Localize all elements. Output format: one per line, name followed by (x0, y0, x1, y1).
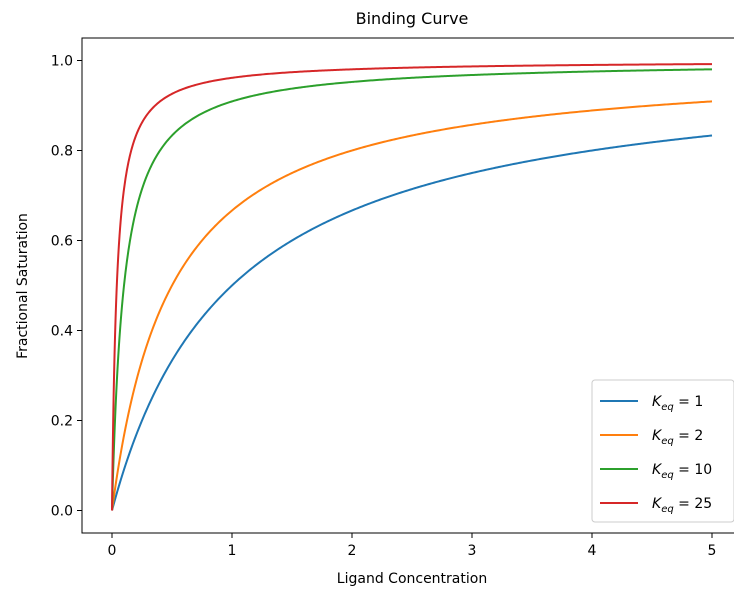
y-tick-label: 0.8 (51, 144, 73, 160)
x-tick-label: 5 (708, 543, 717, 559)
y-tick-label: 0.4 (51, 324, 73, 340)
legend-label-4: Keq = 25 (652, 496, 712, 515)
y-tick-label: 1.0 (51, 54, 73, 70)
legend-label-2: Keq = 2 (652, 428, 703, 447)
x-axis-ticks: 0 1 2 3 4 5 (108, 533, 717, 559)
legend-label-3: Keq = 10 (652, 462, 712, 481)
legend-box (591, 379, 734, 523)
chart-title: Binding Curve (356, 9, 469, 28)
x-axis-label: Ligand Concentration (337, 571, 487, 587)
series-line-4 (111, 63, 713, 511)
y-tick-label: 0.0 (51, 504, 73, 520)
series-line-2 (111, 100, 713, 511)
plot-frame (81, 37, 734, 534)
legend: Keq = 1 Keq = 2 Keq = 10 Keq = 25 (591, 379, 734, 523)
y-tick-label: 0.6 (51, 234, 73, 250)
y-axis-label: Fractional Saturation (15, 213, 31, 359)
x-tick-label: 3 (468, 543, 477, 559)
legend-entries: Keq = 1 Keq = 2 Keq = 10 Keq = 25 (600, 394, 712, 515)
series-layer (111, 63, 713, 511)
x-tick-label: 4 (588, 543, 597, 559)
series-line-3 (111, 68, 713, 511)
y-axis-ticks: 0.0 0.2 0.4 0.6 0.8 1.0 (51, 54, 82, 520)
x-tick-label: 1 (228, 543, 237, 559)
x-tick-label: 2 (348, 543, 357, 559)
series-line-1 (111, 134, 713, 511)
x-tick-label: 0 (108, 543, 117, 559)
y-tick-label: 0.2 (51, 414, 73, 430)
legend-label-1: Keq = 1 (652, 394, 703, 413)
